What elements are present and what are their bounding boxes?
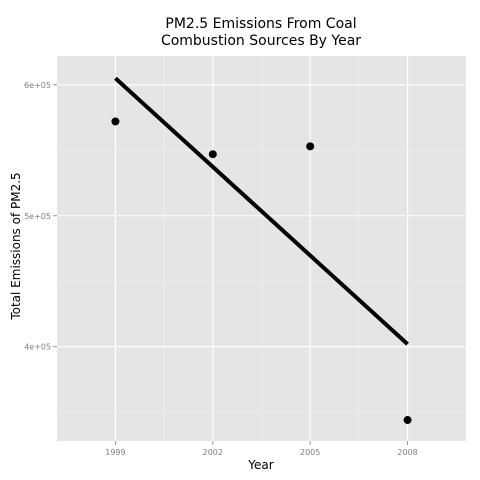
- data-point: [208, 150, 217, 159]
- x-tick-label: 1999: [105, 448, 125, 457]
- x-tick-label: 2005: [300, 448, 320, 457]
- trend-line-layer: [114, 76, 409, 346]
- x-axis: 1999 2002 2005 2008: [105, 441, 418, 457]
- y-tick-label: 5e+05: [24, 212, 51, 221]
- chart-title-line-2: Combustion Sources By Year: [161, 33, 361, 49]
- data-point: [403, 416, 412, 425]
- x-tick-label: 2002: [203, 448, 223, 457]
- y-axis-title: Total Emissions of PM2.5: [9, 172, 23, 320]
- data-point: [111, 117, 120, 126]
- x-axis-title: Year: [247, 458, 273, 472]
- points-layer: [111, 117, 412, 425]
- chart-title-line-1: PM2.5 Emissions From Coal: [165, 16, 356, 32]
- chart-title: PM2.5 Emissions From Coal Combustion Sou…: [161, 16, 361, 49]
- y-tick-label: 6e+05: [24, 81, 51, 90]
- y-axis: 4e+05 5e+05 6e+05: [24, 81, 57, 352]
- data-point: [306, 142, 315, 151]
- trend-line: [114, 76, 409, 346]
- y-tick-label: 4e+05: [24, 343, 51, 352]
- x-tick-label: 2008: [397, 448, 417, 457]
